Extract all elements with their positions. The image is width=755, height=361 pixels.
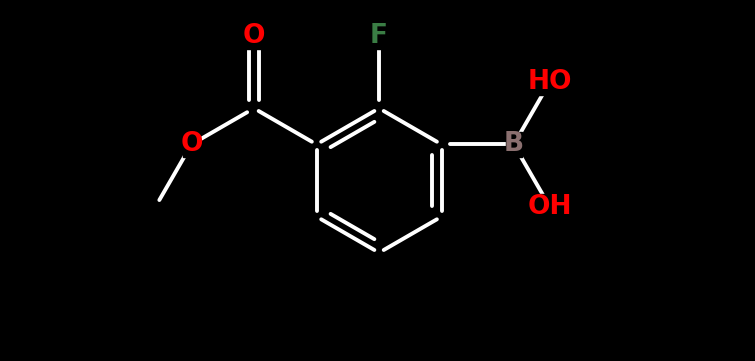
Bar	[371, 23, 387, 49]
Text: O: O	[180, 131, 203, 157]
Bar	[246, 23, 262, 49]
Bar	[506, 132, 522, 157]
Bar	[538, 194, 562, 219]
Text: OH: OH	[528, 194, 572, 220]
Text: F: F	[370, 23, 388, 49]
Text: B: B	[504, 131, 524, 157]
Text: HO: HO	[528, 69, 572, 95]
Text: O: O	[243, 23, 265, 49]
Bar	[538, 69, 562, 95]
Bar	[183, 132, 199, 157]
